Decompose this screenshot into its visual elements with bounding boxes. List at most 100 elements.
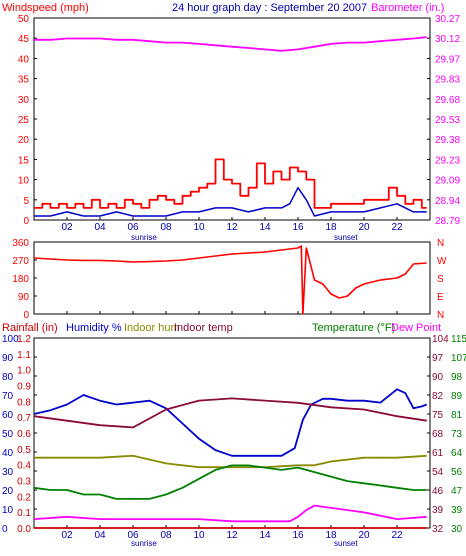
- indoor-temp-y-tick-label: 61: [432, 448, 444, 459]
- climate-x-tick-label: 16: [292, 530, 304, 541]
- windspeed-y-tick-label: 0: [23, 216, 29, 227]
- windspeed-y-tick-label: 15: [18, 155, 30, 166]
- windspeed-y-tick-label: 5: [23, 196, 29, 207]
- rainfall-y-tick-label: 0.0: [17, 524, 31, 535]
- rainfall-y-tick-label: 0.8: [17, 397, 31, 408]
- direction-y-tick-label: 180: [12, 274, 29, 285]
- rainfall-y-tick-label: 1.1: [17, 350, 31, 361]
- temperature-y-tick-label: 39: [451, 505, 463, 516]
- indoor-temp-y-tick-label: 97: [432, 353, 444, 364]
- temperature-y-tick-label: 98: [451, 372, 463, 383]
- windspeed_gust-line: [34, 158, 427, 209]
- temperature-y-tick-label: 56: [451, 467, 463, 478]
- direction-plot-frame: [33, 241, 431, 315]
- indoor-temp-y-tick-label: 68: [432, 429, 444, 440]
- rainfall-y-tick-label: 1.2: [17, 334, 31, 345]
- rainfall-y-tick-label: 0.6: [17, 429, 31, 440]
- temperature-y-tick-label: 115: [451, 334, 466, 345]
- temperature-y-tick-label: 73: [451, 429, 463, 440]
- indoor-temp-y-tick-label: 39: [432, 505, 444, 516]
- temperature-y-tick-label: 107: [451, 353, 466, 364]
- rainfall-y-tick-label: 0.4: [17, 461, 31, 472]
- humidity-y-tick-label: 70: [2, 391, 14, 402]
- rainfall-y-tick-label: 0.1: [17, 508, 31, 519]
- chart-title: 24 hour graph day : September 20 2007: [172, 2, 367, 14]
- climate-x-tick-label: 06: [127, 530, 139, 541]
- compass-label: N: [437, 238, 444, 249]
- wind-x-tick-label: 22: [391, 222, 403, 233]
- windspeed-y-tick-label: 30: [18, 95, 30, 106]
- direction-y-tick-label: 270: [12, 256, 29, 267]
- humidity-y-tick-label: 40: [2, 448, 14, 459]
- humidity-y-tick-label: 60: [2, 410, 14, 421]
- wind-x-tick-label: 04: [94, 222, 106, 233]
- humidity-y-tick-label: 0: [2, 524, 8, 535]
- windspeed-y-tick-label: 10: [18, 176, 30, 187]
- wind-x-tick-label: 14: [259, 222, 271, 233]
- humidity-axis-label: Humidity %: [66, 322, 122, 334]
- temperature-axis-label: Temperature (°F): [312, 322, 395, 334]
- windspeed-y-tick-label: 50: [18, 14, 30, 25]
- compass-label: S: [437, 274, 444, 285]
- barometer-line: [34, 36, 427, 52]
- temperature-y-tick-label: 47: [451, 486, 463, 497]
- climate-x-tick-label: 20: [358, 530, 370, 541]
- humidity-line: [33, 388, 428, 457]
- climate-x-tick-label: 18: [325, 530, 337, 541]
- dew-point-axis-label: Dew Point: [391, 322, 441, 334]
- windspeed-y-tick-label: 25: [18, 115, 30, 126]
- climate-x-tick-label: 02: [61, 530, 73, 541]
- windspeed-axis-label: Windspeed (mph): [2, 2, 89, 14]
- direction-y-tick-label: 90: [18, 292, 30, 303]
- rainfall-axis-label: Rainfall (in): [2, 322, 58, 334]
- climate-x-tick-label: 12: [226, 530, 238, 541]
- indoor-temp-axis-label: Indoor temp: [174, 322, 233, 334]
- sunset-label-top: sunset: [334, 233, 358, 242]
- indoor-temp-y-tick-label: 82: [432, 391, 444, 402]
- sunrise-label-bottom: sunrise: [131, 539, 157, 548]
- temperature-y-tick-label: 30: [451, 524, 463, 535]
- rainfall-y-tick-label: 0.3: [17, 477, 31, 488]
- wind-x-tick-label: 18: [325, 222, 337, 233]
- indoor-temp-y-tick-label: 90: [432, 372, 444, 383]
- barometer-y-tick-label: 29.68: [435, 95, 460, 106]
- temperature-line: [33, 464, 427, 500]
- wind-x-tick-label: 02: [61, 222, 73, 233]
- rainfall-y-tick-label: 0.7: [17, 413, 31, 424]
- humidity-y-tick-label: 50: [2, 429, 14, 440]
- barometer-y-tick-label: 29.38: [435, 135, 460, 146]
- indoor-temp-y-tick-label: 32: [432, 524, 444, 535]
- rainfall-y-tick-label: 0.5: [17, 445, 31, 456]
- windspeed-y-tick-label: 35: [18, 75, 30, 86]
- temperature-y-tick-label: 89: [451, 391, 463, 402]
- wind-x-tick-label: 16: [292, 222, 304, 233]
- indoor-hum-axis-label: Indoor hum: [124, 322, 180, 334]
- direction-y-tick-label: 0: [23, 310, 29, 321]
- climate-x-tick-label: 14: [259, 530, 271, 541]
- indoor-temp-y-tick-label: 46: [432, 486, 444, 497]
- dew_point-line: [33, 504, 427, 523]
- barometer-y-tick-label: 30.12: [435, 34, 460, 45]
- wind-plot-frame: [33, 17, 431, 221]
- barometer-y-tick-label: 29.83: [435, 75, 460, 86]
- barometer-y-tick-label: 28.79: [435, 216, 460, 227]
- rainfall-y-tick-label: 0.9: [17, 382, 31, 393]
- wind_direction-line: [33, 245, 427, 315]
- rainfall-y-tick-label: 1.0: [17, 366, 31, 377]
- indoor-temp-y-tick-label: 54: [432, 467, 444, 478]
- barometer-axis-label: Barometer (in.): [371, 2, 444, 14]
- barometer-y-tick-label: 28.94: [435, 196, 460, 207]
- wind-x-tick-label: 12: [226, 222, 238, 233]
- compass-label: W: [437, 256, 447, 267]
- rainfall-y-tick-label: 0.2: [17, 492, 31, 503]
- wind-x-tick-label: 08: [160, 222, 172, 233]
- humidity-y-tick-label: 20: [2, 486, 14, 497]
- windspeed-y-tick-label: 45: [18, 34, 30, 45]
- direction-y-tick-label: 360: [12, 238, 29, 249]
- indoor_temp-line: [33, 397, 427, 429]
- humidity-y-tick-label: 100: [2, 334, 19, 345]
- sunrise-label-top: sunrise: [131, 233, 157, 242]
- climate-plot-frame: [33, 337, 431, 529]
